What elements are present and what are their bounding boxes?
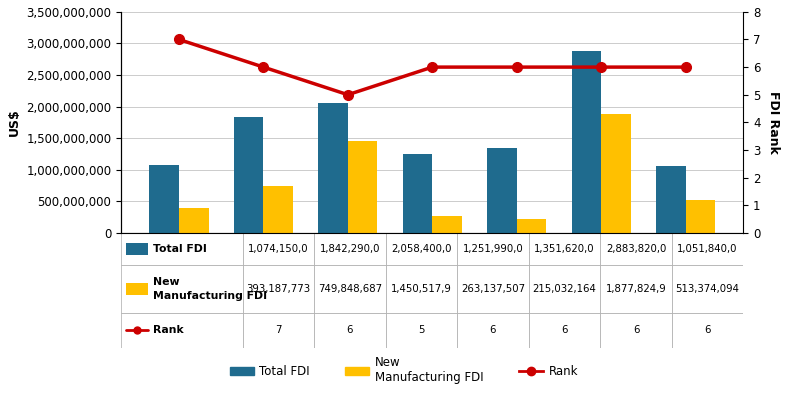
FancyBboxPatch shape [314,233,385,265]
FancyBboxPatch shape [314,265,385,313]
FancyBboxPatch shape [600,233,671,265]
FancyBboxPatch shape [121,233,242,265]
Bar [234,117,263,233]
Text: 6: 6 [490,325,496,335]
Bar [685,200,715,233]
Text: 2,058,400,0: 2,058,400,0 [391,244,452,254]
Text: 2,883,820,0: 2,883,820,0 [606,244,667,254]
Bar [601,114,631,233]
FancyBboxPatch shape [121,313,242,348]
Text: 393,187,773: 393,187,773 [246,284,310,294]
FancyBboxPatch shape [385,233,457,265]
Bar [318,103,348,233]
FancyBboxPatch shape [457,265,528,313]
Text: Total FDI: Total FDI [153,244,207,254]
Text: 1,877,824,9: 1,877,824,9 [606,284,667,294]
Text: 749,848,687: 749,848,687 [318,284,382,294]
FancyBboxPatch shape [385,313,457,348]
Text: 1,450,517,9: 1,450,517,9 [391,284,452,294]
FancyBboxPatch shape [671,233,743,265]
Bar [487,147,516,233]
FancyBboxPatch shape [671,265,743,313]
FancyBboxPatch shape [600,313,671,348]
FancyBboxPatch shape [600,265,671,313]
Bar [348,141,377,233]
Text: 1,842,290,0: 1,842,290,0 [320,244,380,254]
FancyBboxPatch shape [671,313,743,348]
Bar [656,166,685,233]
Y-axis label: FDI Rank: FDI Rank [767,91,780,154]
Legend: Total FDI, New
Manufacturing FDI, Rank: Total FDI, New Manufacturing FDI, Rank [225,352,583,389]
FancyBboxPatch shape [457,313,528,348]
FancyBboxPatch shape [528,265,600,313]
Text: 1,051,840,0: 1,051,840,0 [677,244,738,254]
Text: 6: 6 [562,325,568,335]
Text: 1,251,990,0: 1,251,990,0 [462,244,524,254]
Bar [402,154,432,233]
FancyBboxPatch shape [528,313,600,348]
Text: Rank: Rank [153,325,183,335]
Bar [516,219,546,233]
Text: 263,137,507: 263,137,507 [461,284,525,294]
FancyBboxPatch shape [528,233,600,265]
FancyBboxPatch shape [121,265,242,313]
FancyBboxPatch shape [242,233,314,265]
Bar [263,186,293,233]
Y-axis label: US$: US$ [8,109,21,136]
Text: 6: 6 [633,325,639,335]
FancyBboxPatch shape [385,265,457,313]
Text: 7: 7 [275,325,281,335]
Text: 1,351,620,0: 1,351,620,0 [534,244,595,254]
Text: 513,374,094: 513,374,094 [675,284,739,294]
Text: 5: 5 [419,325,425,335]
FancyBboxPatch shape [314,313,385,348]
Text: 6: 6 [705,325,711,335]
Bar [149,165,179,233]
Bar [179,208,208,233]
Text: 6: 6 [347,325,353,335]
FancyBboxPatch shape [457,233,528,265]
FancyBboxPatch shape [242,265,314,313]
FancyBboxPatch shape [126,243,148,255]
Text: New: New [153,277,179,287]
Text: 1,074,150,0: 1,074,150,0 [248,244,309,254]
Text: 215,032,164: 215,032,164 [532,284,596,294]
Bar [432,216,462,233]
Bar [571,51,601,233]
FancyBboxPatch shape [242,313,314,348]
Text: Manufacturing FDI: Manufacturing FDI [153,291,267,301]
FancyBboxPatch shape [126,283,148,295]
